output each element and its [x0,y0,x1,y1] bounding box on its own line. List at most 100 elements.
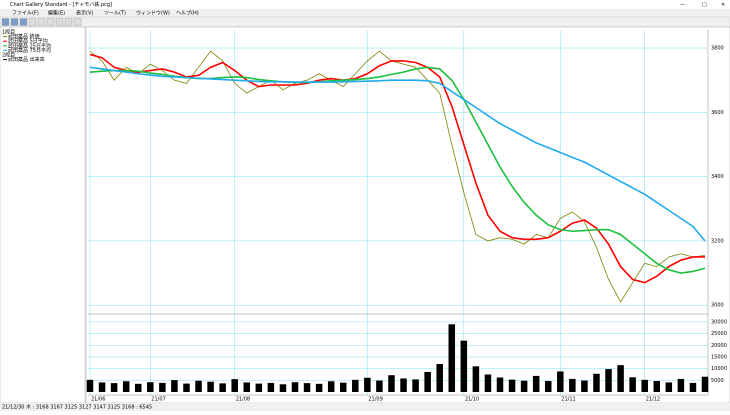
legend-item: 武田薬品 終値 [8,33,40,40]
volume-bar [110,383,118,392]
chart-panel [85,26,730,404]
max-button[interactable]: □ [702,2,707,8]
title-bar [0,0,730,9]
x-tick-label: 21/11 [561,397,575,403]
toolbar-button [73,18,82,26]
legend-item: 武田薬品 5日平均 [8,38,48,45]
toolbar-button [37,18,46,26]
volume-bar [472,366,480,392]
volume-bar [508,379,516,392]
volume-bar [303,383,311,392]
legend-item: 武田薬品 75日平均 [8,47,51,54]
toolbar-button [55,18,64,26]
x-tick-label: 21/06 [91,397,105,403]
toolbar-button [46,18,55,26]
volume-bar [207,381,214,392]
volume-bar [267,382,275,392]
series-line [89,53,705,284]
volume-bar [98,382,106,392]
x-tick-label: 21/09 [368,397,382,403]
volume-bar [400,378,407,392]
volume-bar [617,365,624,392]
menu-bar [0,9,730,17]
status-text: 21/12/30 木 : 3168 3167 3125 3127 3147 31… [2,404,152,411]
volume-bar [484,374,492,392]
menu-item[interactable]: 編集(E) [48,10,65,17]
volume-bar [569,378,576,392]
volume-bar [388,375,395,392]
toolbar-button [10,18,19,26]
volume-tick-label: 25000 [711,331,727,337]
toolbar [0,16,730,28]
volume-bar [448,324,456,392]
volume-bar [544,381,552,392]
toolbar-button [19,18,28,26]
y-tick-label: 3600 [711,110,724,116]
x-tick-label: 21/10 [465,397,479,403]
volume-bar [677,378,685,392]
volume-bar [581,380,588,392]
volume-bar [689,382,697,392]
volume-bar [195,380,202,392]
close-button[interactable]: ✕ [721,2,725,8]
toolbar-button [1,18,10,26]
volume-bar [665,382,673,392]
volume-bar [231,379,238,392]
volume-tick-label: 5000 [711,378,724,384]
window-title: Chart Gallery Standard - [チャモバ鉄.pcg] [10,1,112,8]
volume-bar [219,383,226,392]
menu-item[interactable]: ヘルプ(H) [176,11,199,17]
volume-bar [327,381,335,392]
volume-tick-label: 30000 [711,319,727,325]
volume-tick-label: 20000 [711,343,727,349]
toolbar-icons [1,18,82,26]
legend-panel [0,26,86,404]
x-tick-label: 21/07 [151,397,165,403]
volume-tick-label: 10000 [711,366,727,372]
y-tick-label: 3400 [711,174,724,180]
menu-item[interactable]: ファイル(F) [12,11,39,17]
volume-tick-label: 15000 [711,354,727,360]
volume-bar [436,363,443,392]
legend-item: 1段目 [2,29,15,36]
y-tick-label: 3200 [711,238,724,244]
volume-bar [605,369,612,392]
volume-bar [171,380,178,392]
volume-bar [496,377,504,392]
volume-bar [376,380,383,392]
volume-bar [315,383,323,392]
volume-bar [122,381,130,392]
legend-item: 武田薬品 出来高 [8,56,45,63]
volume-bar [701,376,709,392]
volume-bar [557,371,564,392]
volume-bar [520,380,528,392]
legend-item: 武田薬品 25日平均 [8,42,51,49]
volume-bar [532,375,540,392]
volume-bar [641,379,648,392]
x-tick-label: 21/08 [236,397,250,403]
volume-bar [86,379,94,392]
volume-bar [424,371,431,392]
volume-bar [339,382,347,392]
volume-bar [364,377,371,392]
volume-bar [243,382,251,392]
volume-bar [159,382,166,392]
status-bar [0,403,730,411]
y-tick-label: 3000 [711,303,724,309]
y-tick-label: 3800 [711,46,724,52]
min-button[interactable]: — [680,2,685,8]
volume-bar [629,377,636,392]
menu-item[interactable]: 表示(V) [76,10,93,17]
volume-bar [134,383,142,392]
menu-item[interactable]: ツール(T) [104,11,126,17]
volume-bar [593,373,600,392]
x-tick-label: 21/12 [646,397,660,403]
volume-bar [352,379,359,392]
toolbar-button [64,18,73,26]
volume-bar [653,381,661,392]
volume-bar [291,382,299,392]
menu-item[interactable]: ウィンドウ(W) [136,10,170,17]
volume-bar [147,382,154,392]
legend-item: 2段目 [2,52,15,59]
